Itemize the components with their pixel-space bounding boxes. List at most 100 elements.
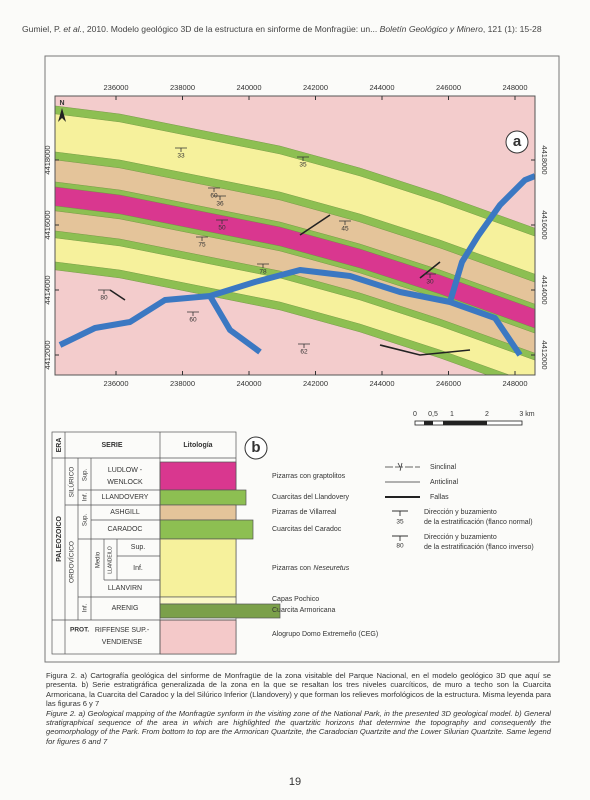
scale-bar — [414, 420, 523, 426]
legend-table — [51, 431, 281, 655]
dip-value: 35 — [299, 162, 307, 169]
symbol-legend: Sinclinal Anticlinal Fallas Dirección y … — [385, 462, 534, 551]
lithology: Pizarras con Neseuretus — [272, 565, 350, 572]
dip-value: 78 — [259, 269, 267, 276]
dip-symbol — [98, 289, 110, 294]
panel-label: b — [251, 439, 260, 456]
subdivision: Medio — [96, 551, 102, 568]
dip-value: 45 — [341, 226, 349, 233]
x-tick-label: 248000 — [502, 83, 527, 92]
panel-label: a — [513, 133, 522, 150]
system: ORDOVÍCICO — [67, 541, 76, 583]
syncline-symbol — [385, 462, 420, 472]
dip-inverse-symbol — [392, 535, 408, 541]
dip-symbol — [208, 187, 220, 192]
x-tick-label: 240000 — [236, 83, 261, 92]
subdivision: Inf. — [83, 604, 89, 613]
symbol-label: Dirección y buzamiento — [424, 534, 497, 541]
y-tick-label: 4418000 — [43, 145, 52, 174]
geology-unit — [55, 186, 535, 329]
dip-value: 33 — [177, 153, 185, 160]
series: LUDLOW - — [108, 467, 143, 474]
scale-label: 0 — [413, 411, 417, 418]
dip-value: 80 — [100, 295, 108, 302]
subdivision: LLANDEILO — [107, 546, 113, 574]
dip-symbol — [298, 343, 310, 348]
dip-symbol — [196, 236, 208, 241]
geology-map — [55, 96, 535, 375]
x-tick-label: 242000 — [303, 379, 328, 388]
x-tick-label: 246000 — [436, 83, 461, 92]
dip-normal-symbol — [392, 510, 408, 516]
x-tick-label: 244000 — [369, 83, 394, 92]
caption-english: Figure 2. a) Geological mapping of the M… — [46, 708, 551, 746]
dip-value: 35 — [396, 519, 404, 526]
y-tick-label: 4418000 — [540, 145, 549, 174]
lithology: Cuarcita Armoricana — [272, 607, 336, 614]
symbol-label: Anticlinal — [430, 479, 458, 486]
lithology-text: Pizarras con — [272, 565, 311, 572]
scale-label: 3 km — [519, 411, 534, 418]
journal: Boletín Geológico y Minero — [379, 24, 483, 34]
running-header: Gumiel, P. et al., 2010. Modelo geológic… — [22, 24, 542, 34]
dip-symbol — [214, 195, 226, 200]
lithology: Cuarcitas del Llandovery — [272, 494, 350, 501]
caption-spanish: Figura 2. a) Cartografía geológica del s… — [46, 671, 551, 709]
series: LLANVIRN — [108, 585, 142, 592]
river — [58, 173, 535, 357]
dip-value: 50 — [218, 225, 226, 232]
series: LLANDOVERY — [102, 494, 149, 501]
subdivision: Sup. — [83, 513, 89, 526]
system: SILÚRICO — [67, 467, 76, 498]
x-tick-label: 248000 — [502, 379, 527, 388]
caption: Figura 2. a) Cartografía geológica del s… — [46, 671, 551, 746]
subdivision: Inf. — [83, 493, 89, 502]
symbol-label: Fallas — [430, 494, 449, 501]
panel-badge — [505, 130, 529, 154]
series: WENLOCK — [107, 479, 143, 486]
dip-symbol — [216, 219, 228, 224]
symbol-label: Dirección y buzamiento — [424, 509, 497, 516]
era: PROT. — [70, 627, 89, 634]
y-tick-label: 4412000 — [540, 340, 549, 369]
page-number: 19 — [288, 776, 302, 788]
x-tick-label: 238000 — [170, 379, 195, 388]
scale-label: 2 — [485, 411, 489, 418]
y-tick-label: 4414000 — [540, 275, 549, 304]
panel-badge — [244, 436, 268, 460]
era: PALEOZOICO — [56, 516, 63, 562]
y-tick-label: 4416000 — [540, 210, 549, 239]
symbol-label: de la estratificación (flanco normal) — [424, 519, 533, 526]
symbol-label: Sinclinal — [430, 464, 457, 471]
legend-texts: ERA SERIE Litología PALEOZOICO PROT. SIL… — [56, 438, 378, 646]
y-tick-label: 4412000 — [43, 340, 52, 369]
dip-value: 36 — [216, 201, 224, 208]
x-tick-label: 242000 — [303, 83, 328, 92]
author: Gumiel, P. — [22, 24, 62, 34]
volume: , 121 (1): 15-28 — [482, 24, 542, 34]
x-tick-label: 240000 — [236, 379, 261, 388]
x-tick-label: 236000 — [103, 83, 128, 92]
lithology: Alogrupo Domo Extremeño (CEG) — [272, 631, 378, 638]
y-tick-label: 4414000 — [43, 275, 52, 304]
lithology: Cuarcitas del Caradoc — [272, 526, 342, 533]
dip-value: 62 — [300, 349, 308, 356]
x-tick-label: 246000 — [436, 379, 461, 388]
lithology: Capas Pochico — [272, 596, 319, 603]
lithology-header: Litología — [183, 442, 212, 449]
dip-symbol — [187, 311, 199, 316]
dip-symbol — [297, 156, 309, 161]
serie-header: SERIE — [101, 442, 122, 449]
x-tick-label: 236000 — [103, 379, 128, 388]
figure-frame — [44, 55, 560, 663]
dip-value: 80 — [396, 543, 404, 550]
lithology-italic: Neseuretus — [313, 565, 349, 572]
era-header: ERA — [56, 438, 63, 453]
scale-label: 0,5 — [428, 411, 438, 418]
subdivision: Sup. — [131, 544, 145, 551]
symbol-label: de la estratificación (flanco inverso) — [424, 544, 534, 551]
scale-label: 1 — [450, 411, 454, 418]
dip-symbol — [175, 147, 187, 152]
